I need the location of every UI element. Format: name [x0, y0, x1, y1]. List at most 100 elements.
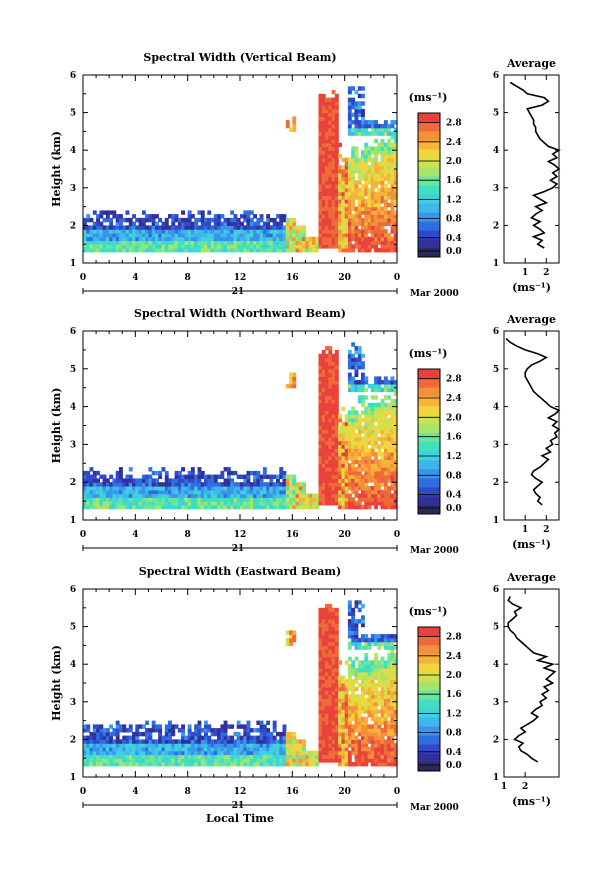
heatmap-cell	[390, 244, 395, 249]
heatmap-cell	[357, 482, 362, 487]
heatmap-cell	[347, 486, 352, 491]
colorbar-swatch	[418, 663, 440, 673]
heatmap-cell	[334, 120, 339, 125]
heatmap-cell	[361, 248, 365, 253]
heatmap-cell	[315, 754, 320, 759]
heatmap-cell	[321, 705, 326, 710]
heatmap-cell	[354, 116, 359, 121]
heatmap-cell	[135, 497, 140, 502]
heatmap-cell	[321, 425, 326, 430]
heatmap-cell	[357, 380, 362, 385]
heatmap-cell	[318, 123, 323, 129]
heatmap-cell	[86, 232, 91, 238]
heatmap-cell	[174, 758, 179, 763]
heatmap-cell	[351, 444, 356, 449]
heatmap-cell	[128, 758, 133, 763]
heatmap-cell	[341, 157, 346, 163]
heatmap-cell	[390, 150, 395, 155]
heatmap-cell	[334, 694, 339, 699]
heatmap-cell	[112, 762, 117, 767]
heatmap-cell	[338, 217, 342, 223]
heatmap-cell	[226, 217, 231, 223]
heatmap-cell	[217, 217, 221, 223]
heatmap-cell	[334, 135, 339, 140]
heatmap-cell	[325, 701, 329, 707]
heatmap-cell	[325, 232, 329, 238]
heatmap-cell	[96, 229, 100, 234]
heatmap-cell	[361, 86, 365, 91]
heatmap-cell	[338, 501, 342, 506]
heatmap-cell	[347, 444, 352, 449]
heatmap-cell	[105, 210, 110, 215]
heatmap-cell	[230, 221, 235, 226]
heatmap-cell	[148, 728, 153, 733]
heatmap-cell	[276, 497, 280, 502]
heatmap-cell	[357, 493, 362, 498]
heatmap-cell	[266, 221, 271, 226]
heatmap-cell	[377, 436, 382, 442]
heatmap-cell	[102, 758, 107, 763]
heatmap-cell	[357, 425, 362, 430]
heatmap-cell	[164, 504, 169, 510]
heatmap-cell	[341, 743, 346, 748]
heatmap-cell	[380, 161, 385, 166]
heatmap-cell	[102, 750, 107, 756]
heatmap-cell	[374, 652, 378, 658]
heatmap-cell	[177, 504, 182, 510]
heatmap-cell	[269, 746, 274, 752]
heatmap-cell	[164, 739, 169, 744]
heatmap-cell	[298, 248, 303, 253]
heatmap-cell	[328, 101, 333, 106]
heatmap-cell	[383, 202, 388, 208]
heatmap-cell	[393, 705, 398, 710]
heatmap-cell	[295, 244, 300, 249]
heatmap-cell	[341, 406, 346, 411]
heatmap-cell	[347, 448, 352, 453]
heatmap-cell	[279, 754, 284, 759]
heatmap-cell	[223, 746, 228, 752]
heatmap-cell	[210, 240, 215, 245]
profile-y-tick-label: 6	[493, 71, 499, 81]
heatmap-cell	[344, 459, 349, 464]
heatmap-cell	[236, 720, 241, 725]
heatmap-cell	[246, 501, 251, 506]
heatmap-cell	[374, 195, 378, 200]
heatmap-cell	[204, 217, 208, 223]
heatmap-cell	[390, 448, 395, 453]
heatmap-cell	[289, 731, 293, 737]
heatmap-cell	[338, 172, 342, 178]
heatmap-cell	[325, 131, 329, 136]
heatmap-cell	[272, 504, 277, 510]
heatmap-cell	[289, 127, 293, 132]
heatmap-cell	[328, 221, 333, 226]
heatmap-cell	[213, 236, 218, 242]
heatmap-cell	[338, 705, 342, 710]
heatmap-cell	[380, 683, 385, 688]
heatmap-cell	[351, 436, 356, 442]
heatmap-cell	[318, 161, 323, 166]
heatmap-cell	[318, 425, 323, 430]
heatmap-cell	[354, 232, 359, 238]
heatmap-cell	[321, 758, 326, 763]
heatmap-cell	[325, 138, 329, 144]
heatmap-cell	[383, 671, 388, 677]
heatmap-cell	[174, 497, 179, 502]
heatmap-cell	[161, 750, 166, 756]
heatmap-cell	[338, 746, 342, 752]
heatmap-cell	[318, 116, 323, 121]
heatmap-cell	[354, 131, 359, 136]
heatmap-cell	[351, 161, 356, 166]
heatmap-cell	[272, 474, 277, 479]
profile-y-tick-label: 4	[493, 146, 499, 156]
heatmap-cell	[387, 248, 392, 253]
colorbar-swatch	[418, 387, 440, 397]
heatmap-cell	[393, 429, 398, 434]
heatmap-cell	[361, 165, 365, 170]
heatmap-cell	[285, 750, 290, 756]
heatmap-cell	[347, 630, 352, 635]
heatmap-cell	[253, 493, 257, 498]
heatmap-cell	[364, 746, 369, 752]
heatmap-cell	[190, 743, 195, 748]
heatmap-cell	[321, 660, 326, 665]
heatmap-cell	[338, 660, 342, 665]
